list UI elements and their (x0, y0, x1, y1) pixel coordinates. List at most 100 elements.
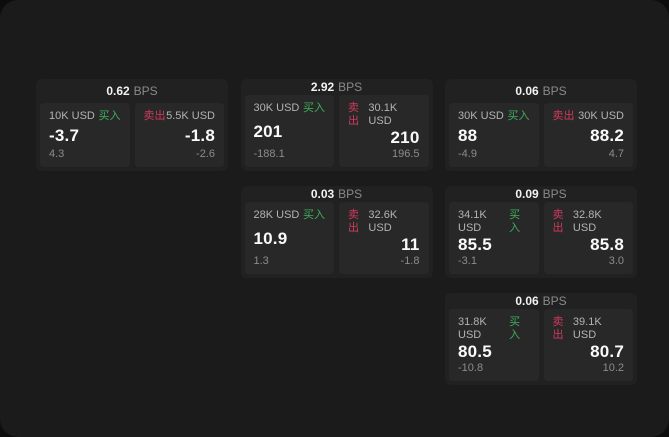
quote-card: 0.06 BPS 30K USD 买入 88 -4.9 卖出 (445, 79, 637, 171)
card-body: 10K USD 买入 -3.7 4.3 卖出 5.5K USD -1.8 (36, 103, 228, 171)
quote-card: 2.92 BPS 30K USD 买入 201 -188.1 卖出 (240, 79, 433, 171)
sell-bottom-row: -1.8 (348, 255, 420, 268)
buy-price: -3.7 (49, 125, 80, 145)
buy-price: 10.9 (253, 228, 288, 248)
card-header: 0.09 BPS (445, 186, 637, 202)
card-header: 0.03 BPS (241, 186, 433, 202)
buy-price: 80.5 (458, 342, 492, 361)
buy-delta: 4.3 (49, 148, 65, 160)
sell-label: 卖出 (552, 316, 564, 341)
card-header: 0.06 BPS (445, 79, 637, 103)
buy-delta: 1.3 (253, 255, 269, 267)
buy-top-row: 31.8K USD 买入 (458, 316, 530, 342)
sell-delta: -1.8 (400, 255, 420, 267)
sell-amount: 32.8K USD (572, 209, 602, 234)
sell-quote-panel[interactable]: 卖出 32.6K USD 11 -1.8 (339, 202, 429, 274)
sell-quote-panel[interactable]: 卖出 30K USD 88.2 4.7 (543, 103, 633, 167)
sell-top-row: 卖出 32.6K USD (348, 209, 420, 235)
buy-quote-panel[interactable]: 31.8K USD 买入 80.5 -10.8 (449, 309, 539, 381)
sell-delta: -2.6 (196, 148, 215, 160)
sell-top-row: 卖出 32.8K USD (553, 209, 625, 235)
sell-amount: 5.5K USD (166, 110, 215, 122)
buy-label: 买入 (303, 102, 325, 114)
sell-price: -1.8 (184, 125, 215, 145)
buy-delta: -4.9 (458, 148, 477, 160)
sell-top-row: 卖出 30K USD (553, 110, 625, 123)
buy-amount: 34.1K USD (458, 209, 487, 234)
sell-label: 卖出 (348, 102, 359, 127)
buy-top-row: 30K USD 买入 (254, 102, 326, 115)
card-header: 0.06 BPS (445, 293, 637, 309)
buy-price: 88 (458, 125, 478, 145)
sell-label: 卖出 (552, 110, 575, 122)
buy-top-row: 28K USD 买入 (254, 209, 326, 222)
bps-unit-label: BPS (542, 294, 567, 308)
sell-amount: 30.1K USD (368, 102, 398, 127)
bps-unit-label: BPS (133, 84, 158, 98)
buy-delta: -3.1 (458, 255, 477, 267)
sell-quote-panel[interactable]: 卖出 32.8K USD 85.8 3.0 (543, 202, 633, 274)
bps-unit-label: BPS (542, 84, 567, 98)
quote-card: 0.09 BPS 34.1K USD 买入 85.5 -3.1 卖出 (445, 186, 637, 278)
buy-top-row: 10K USD 买入 (49, 110, 121, 123)
buy-delta: -10.8 (458, 362, 484, 374)
buy-bottom-row: 4.3 (49, 148, 121, 161)
buy-quote-panel[interactable]: 30K USD 买入 201 -188.1 (244, 95, 334, 167)
sell-bottom-row: 10.2 (553, 362, 624, 375)
card-body: 31.8K USD 买入 80.5 -10.8 卖出 39.1K USD 80.… (445, 309, 637, 385)
bps-value: 0.62 (106, 84, 130, 98)
buy-amount: 31.8K USD (458, 316, 487, 341)
buy-quote-panel[interactable]: 30K USD 买入 88 -4.9 (449, 103, 539, 167)
quote-card: 0.62 BPS 10K USD 买入 -3.7 4.3 卖出 (36, 79, 228, 171)
sell-delta: 3.0 (608, 255, 624, 267)
buy-quote-panel[interactable]: 34.1K USD 买入 85.5 -3.1 (449, 202, 539, 274)
quote-card-grid: 0.62 BPS 10K USD 买入 -3.7 4.3 卖出 (36, 79, 637, 385)
sell-delta: 10.2 (602, 362, 624, 374)
bps-value: 0.03 (310, 187, 335, 201)
sell-bottom-row: -2.6 (144, 148, 215, 161)
buy-amount: 30K USD (253, 102, 300, 114)
sell-top-row: 卖出 30.1K USD (348, 102, 420, 128)
sell-bottom-row: 3.0 (553, 255, 624, 268)
buy-top-row: 30K USD 买入 (458, 110, 530, 123)
sell-quote-panel[interactable]: 卖出 30.1K USD 210 196.5 (339, 95, 429, 167)
buy-label: 买入 (98, 110, 121, 122)
sell-price: 85.8 (590, 235, 624, 254)
buy-bottom-row: -10.8 (458, 362, 530, 375)
bps-value: 0.09 (515, 187, 539, 201)
sell-label: 卖出 (552, 209, 564, 234)
card-body: 30K USD 买入 201 -188.1 卖出 30.1K USD 210 (241, 95, 433, 171)
sell-amount: 32.6K USD (368, 209, 398, 234)
sell-amount: 30K USD (578, 110, 624, 122)
card-body: 30K USD 买入 88 -4.9 卖出 30K USD 88.2 4 (445, 103, 637, 171)
sell-quote-panel[interactable]: 卖出 5.5K USD -1.8 -2.6 (134, 103, 224, 167)
sell-amount: 39.1K USD (572, 316, 602, 341)
sell-price: 11 (401, 235, 420, 254)
buy-quote-panel[interactable]: 10K USD 买入 -3.7 4.3 (40, 103, 130, 167)
bps-unit-label: BPS (338, 187, 363, 201)
buy-price: 201 (253, 121, 283, 141)
sell-bottom-row: 4.7 (553, 148, 624, 161)
sell-top-row: 卖出 5.5K USD (144, 110, 216, 123)
bps-value: 0.06 (515, 84, 539, 98)
sell-quote-panel[interactable]: 卖出 39.1K USD 80.7 10.2 (543, 309, 633, 381)
buy-amount: 28K USD (253, 209, 300, 221)
buy-bottom-row: -4.9 (458, 148, 530, 161)
buy-label: 买入 (303, 209, 325, 221)
sell-delta: 196.5 (391, 148, 420, 160)
sell-price: 210 (390, 128, 420, 147)
buy-delta: -188.1 (253, 148, 285, 160)
bps-value: 2.92 (310, 80, 335, 94)
sell-price: 80.7 (590, 342, 624, 361)
buy-top-row: 34.1K USD 买入 (458, 209, 530, 235)
bps-unit-label: BPS (338, 80, 363, 94)
buy-quote-panel[interactable]: 28K USD 买入 10.9 1.3 (244, 202, 334, 274)
buy-bottom-row: -3.1 (458, 255, 530, 268)
buy-bottom-row: 1.3 (254, 255, 326, 268)
card-body: 34.1K USD 买入 85.5 -3.1 卖出 32.8K USD 85.8 (445, 202, 637, 278)
buy-label: 买入 (507, 110, 530, 122)
bps-value: 0.06 (515, 294, 539, 308)
buy-bottom-row: -188.1 (254, 148, 326, 161)
card-header: 2.92 BPS (241, 79, 433, 95)
